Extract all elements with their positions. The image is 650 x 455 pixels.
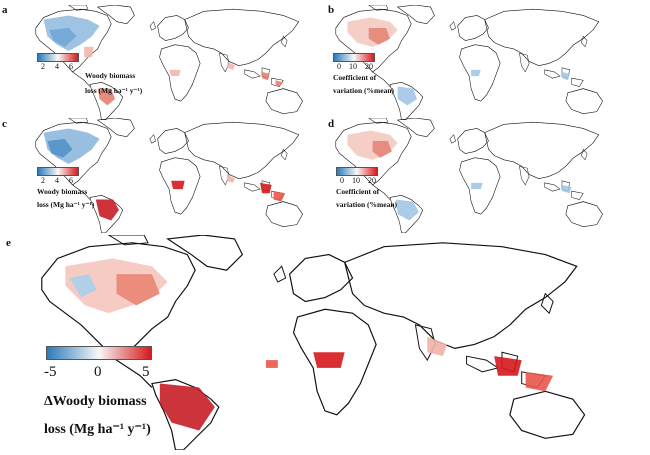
legend-d: 0 10 20 Coefficient of variation (%mean) <box>336 167 436 227</box>
legend-d-title-line1: Coefficient of <box>336 187 380 196</box>
panel-d-label: d <box>328 118 335 130</box>
legend-b-tick-2: 10 <box>349 62 357 71</box>
legend-e-tick-1: -5 <box>44 364 57 380</box>
map-b <box>335 5 603 120</box>
legend-a-tick-3: 6 <box>69 62 73 71</box>
legend-c-tick-1: 2 <box>41 176 45 185</box>
legend-c-title-line1: Woody biomass <box>37 187 88 196</box>
legend-c: 2 4 6 Woody biomass loss (Mg ha⁻¹ y⁻¹) <box>37 167 137 227</box>
legend-b: 0 10 20 Coefficient of variation (%mean) <box>333 53 433 113</box>
legend-e-tick-3: 5 <box>142 364 150 380</box>
map-a-data <box>43 15 284 106</box>
legend-a-colorbar <box>37 53 79 62</box>
map-e <box>41 235 586 450</box>
map-b-data <box>347 17 570 106</box>
legend-c-title-line2: loss (Mg ha⁻¹ y⁻¹) <box>37 200 95 209</box>
legend-b-title-line1: Coefficient of <box>333 73 377 82</box>
legend-b-tick-3: 20 <box>365 62 373 71</box>
map-a <box>35 5 303 120</box>
panel-c-label: c <box>2 118 7 130</box>
legend-e-title-line2: loss (Mg ha⁻¹ y⁻¹) <box>44 422 151 437</box>
legend-e: -5 0 5 ΔWoody biomass loss (Mg ha⁻¹ y⁻¹) <box>44 346 246 446</box>
panel-b-label: b <box>328 4 335 16</box>
legend-c-tick-2: 4 <box>55 176 59 185</box>
legend-b-title-line2: variation (%mean) <box>333 86 395 95</box>
legend-c-tick-3: 6 <box>69 176 73 185</box>
panel-c: c <box>2 118 320 233</box>
map-d-data <box>347 130 572 221</box>
legend-c-colorbar <box>37 167 79 176</box>
legend-d-colorbar <box>336 167 378 176</box>
legend-b-colorbar <box>333 53 375 62</box>
legend-a-title-line2: loss (Mg ha⁻¹ y⁻¹) <box>85 86 143 95</box>
panel-b: b <box>328 4 620 120</box>
legend-d-tick-3: 20 <box>368 176 376 185</box>
legend-a: 2 4 6 Woody biomass loss (Mg ha⁻¹ y⁻¹) <box>37 53 142 113</box>
legend-e-colorbar <box>46 346 152 360</box>
legend-a-tick-2: 4 <box>55 62 59 71</box>
legend-e-tick-2: 0 <box>94 364 102 380</box>
legend-e-title-line1: ΔWoody biomass <box>44 394 147 409</box>
legend-a-tick-1: 2 <box>41 62 45 71</box>
legend-d-tick-1: 0 <box>340 176 344 185</box>
map-c <box>35 118 303 233</box>
legend-d-tick-2: 10 <box>352 176 360 185</box>
map-c-data <box>43 128 286 221</box>
map-e-data <box>65 258 554 431</box>
legend-b-tick-1: 0 <box>337 62 341 71</box>
legend-d-title-line2: variation (%mean) <box>336 200 398 209</box>
panel-d: d <box>328 118 620 233</box>
panel-e-label: e <box>6 237 11 249</box>
panel-a: a <box>2 4 320 120</box>
panel-e: e <box>6 235 620 450</box>
map-d <box>335 118 603 233</box>
panel-a-label: a <box>2 4 8 16</box>
legend-a-title-line1: Woody biomass <box>85 71 136 80</box>
